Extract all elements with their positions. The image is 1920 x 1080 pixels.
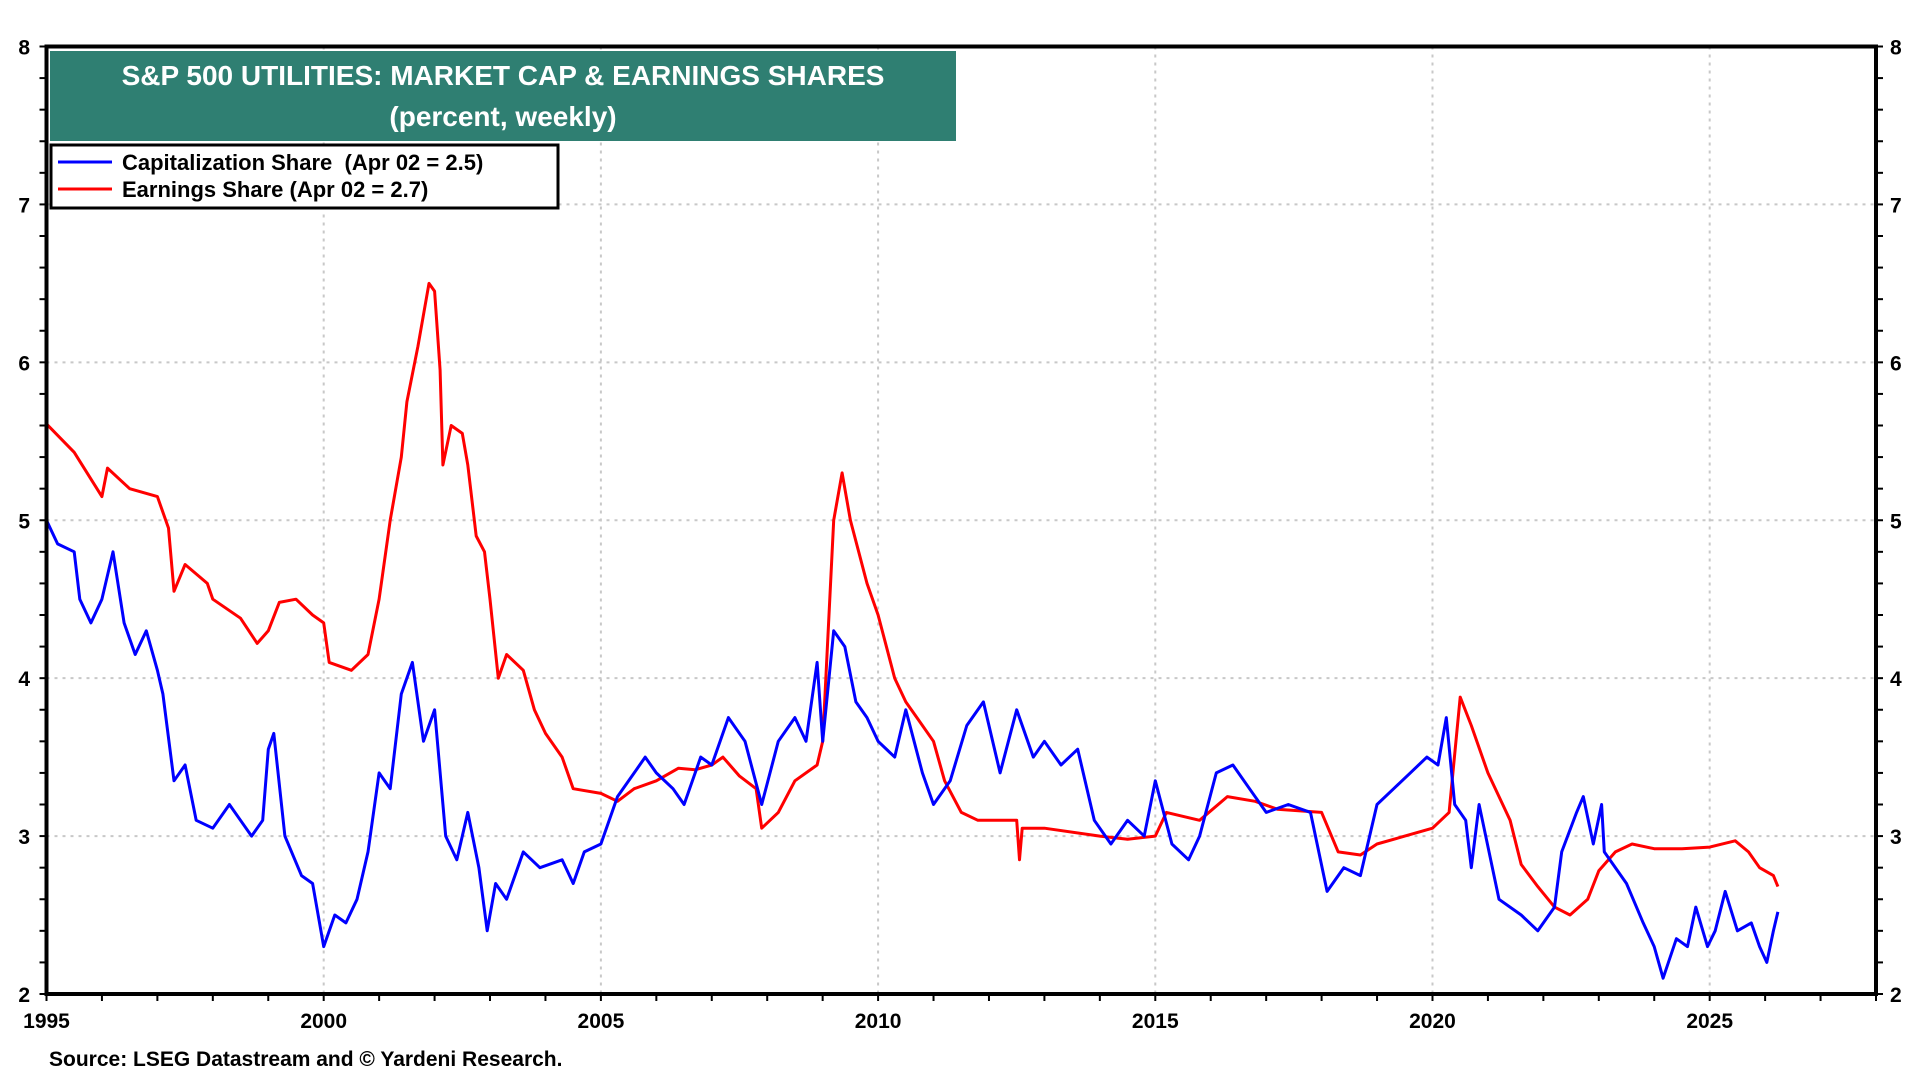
x-tick-label: 2015: [1132, 1010, 1179, 1033]
series-lines: [45, 281, 1780, 980]
x-tick-label: 2020: [1409, 1010, 1456, 1033]
x-tick-label: 2000: [300, 1010, 347, 1033]
y-tick-label-right: 6: [1890, 352, 1902, 375]
y-tick-label-left: 6: [18, 352, 30, 375]
y-tick-label-right: 3: [1890, 826, 1902, 849]
y-tick-label-right: 4: [1890, 668, 1902, 691]
y-tick-label-right: 5: [1890, 510, 1902, 533]
y-tick-label-left: 7: [18, 194, 30, 217]
legend-label-earnings: Earnings Share (Apr 02 = 2.7): [122, 177, 428, 202]
x-tick-label: 2005: [578, 1010, 625, 1033]
y-tick-label-left: 3: [18, 826, 30, 849]
capitalization-share-line: [45, 519, 1780, 980]
y-tick-label-left: 8: [18, 37, 30, 60]
source-note: Source: LSEG Datastream and © Yardeni Re…: [49, 1048, 562, 1071]
chart-subtitle: (percent, weekly): [389, 101, 616, 132]
x-tick-label: 2010: [855, 1010, 902, 1033]
y-tick-label-left: 5: [18, 510, 30, 533]
legend-label-capitalization: Capitalization Share (Apr 02 = 2.5): [122, 150, 483, 175]
x-tick-label: 1995: [23, 1010, 70, 1033]
y-tick-label-right: 7: [1890, 194, 1902, 217]
y-tick-label-left: 4: [18, 668, 30, 691]
chart-title: S&P 500 UTILITIES: MARKET CAP & EARNINGS…: [122, 60, 885, 91]
y-tick-label-right: 2: [1890, 984, 1902, 1007]
title-box: S&P 500 UTILITIES: MARKET CAP & EARNINGS…: [50, 51, 956, 141]
axis-ticks: 1995 2000 2005 2010 2015 2020 2025 2 2 3 3 4 4 5 5 6 6 7 7…: [18, 37, 1902, 1034]
legend: Capitalization Share (Apr 02 = 2.5) Earn…: [49, 143, 560, 210]
x-tick-label: 2025: [1686, 1010, 1733, 1033]
y-tick-label-left: 2: [18, 984, 30, 1007]
earnings-share-line: [45, 281, 1780, 917]
y-tick-label-right: 8: [1890, 37, 1902, 60]
grid: [46, 46, 1876, 994]
